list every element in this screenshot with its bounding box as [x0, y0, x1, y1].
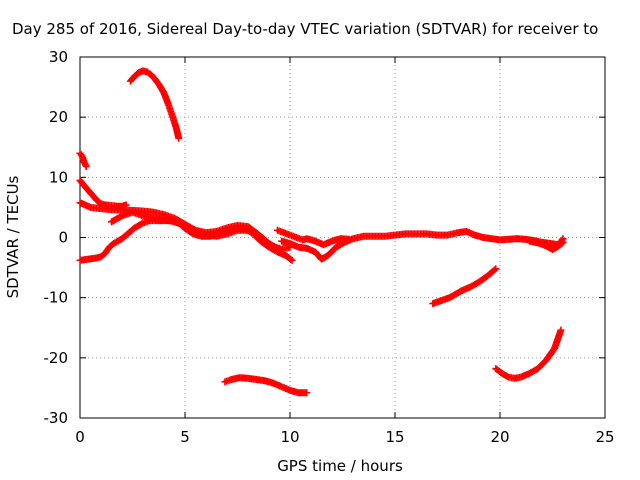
x-tick-label: 0 [75, 428, 85, 446]
series-arc-10 [429, 265, 500, 308]
x-axis-label: GPS time / hours [277, 457, 403, 475]
y-tick-label: 20 [49, 108, 68, 126]
data-point [491, 266, 499, 274]
data-marks [76, 67, 567, 397]
data-point [558, 239, 566, 247]
data-point [557, 326, 565, 334]
series-arc-9 [525, 237, 567, 254]
y-tick-label: 0 [58, 229, 68, 247]
series-arc-2 [76, 149, 90, 171]
data-point [287, 255, 295, 263]
chart-title: Day 285 of 2016, Sidereal Day-to-day VTE… [12, 20, 598, 38]
data-point [559, 238, 567, 246]
data-point [492, 265, 500, 273]
series-arc-11 [492, 326, 565, 382]
y-tick-label: -30 [44, 409, 69, 427]
y-tick-label: 10 [49, 168, 68, 186]
x-tick-label: 5 [180, 428, 190, 446]
x-tick-label: 10 [280, 428, 299, 446]
series-arc-6 [76, 217, 296, 264]
x-tick-label: 15 [385, 428, 404, 446]
data-point [82, 163, 90, 171]
x-tick-label: 20 [490, 428, 509, 446]
series-arc-1 [126, 67, 183, 142]
data-point [175, 134, 183, 142]
y-tick-label: -20 [44, 349, 69, 367]
x-tick-label: 25 [595, 428, 614, 446]
y-tick-label: -10 [44, 289, 69, 307]
data-point [303, 389, 311, 397]
series-arc-12 [221, 374, 311, 397]
axis-ticks: 0 5 10 15 20 25 -30 -20 -10 0 10 20 30 [44, 48, 615, 446]
y-axis-label: SDTVAR / TECUs [4, 175, 22, 298]
series-arc-7 [273, 226, 353, 249]
data-point [288, 256, 296, 264]
y-tick-label: 30 [49, 48, 68, 66]
